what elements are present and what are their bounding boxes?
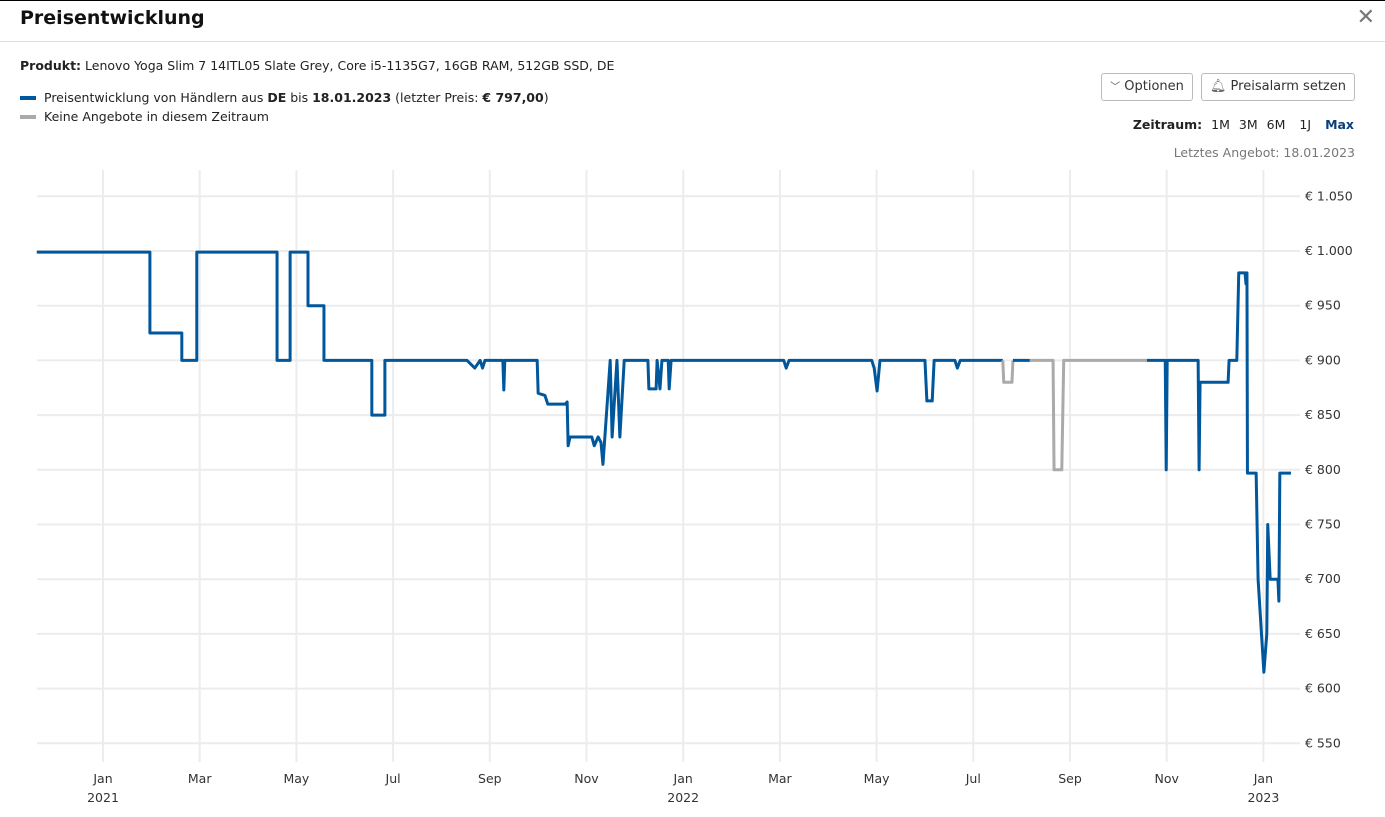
price-line-gray (1029, 358, 1147, 472)
dialog-title: Preisentwicklung (20, 7, 205, 29)
y-tick-label: € 950 (1305, 298, 1341, 313)
x-tick-label: Mar (188, 771, 212, 786)
product-label: Produkt: (20, 58, 82, 73)
y-tick-label: € 1.050 (1305, 188, 1353, 203)
last-offer: Letztes Angebot: 18.01.2023 (1173, 145, 1355, 160)
legend-gray: Keine Angebote in diesem Zeitraum (44, 109, 269, 124)
x-tick-label: Jan (92, 771, 112, 786)
x-tick-label: Nov (574, 771, 599, 786)
legend-date: 18.01.2023 (312, 90, 392, 105)
x-year-label: 2022 (667, 790, 699, 805)
legend-text: ) (543, 90, 549, 105)
bell-icon: 🔔︎ (1209, 79, 1227, 94)
legend-blue-swatch (20, 96, 36, 100)
x-tick-label: Nov (1154, 771, 1179, 786)
product-info: Produkt: Lenovo Yoga Slim 7 14ITL05 Slat… (20, 58, 614, 73)
x-tick-label: Jul (965, 771, 981, 786)
y-tick-label: € 550 (1305, 735, 1341, 750)
y-tick-label: € 900 (1305, 352, 1341, 367)
y-tick-label: € 750 (1305, 517, 1341, 532)
y-tick-label: € 600 (1305, 681, 1341, 696)
x-tick-label: May (283, 771, 309, 786)
product-name: Lenovo Yoga Slim 7 14ITL05 Slate Grey, C… (85, 58, 615, 73)
time-range: Zeitraum: 1M 3M 6M 1J Max (1133, 117, 1354, 132)
x-year-label: 2023 (1247, 790, 1279, 805)
legend-gray-swatch (20, 115, 36, 119)
x-tick-label: May (864, 771, 890, 786)
legend-price: € 797,00 (482, 90, 544, 105)
x-tick-label: Sep (1058, 771, 1082, 786)
legend-text: bis (286, 90, 313, 105)
range-3m[interactable]: 3M (1238, 117, 1258, 132)
price-line-blue (36, 250, 1003, 466)
options-button[interactable]: ﹀ Optionen (1101, 73, 1193, 101)
action-buttons: ﹀ Optionen 🔔︎ Preisalarm setzen (1101, 73, 1355, 101)
x-tick-label: Mar (768, 771, 792, 786)
x-tick-label: Jan (1253, 771, 1273, 786)
options-label: Optionen (1124, 79, 1184, 94)
x-tick-label: Jul (385, 771, 401, 786)
legend-blue: Preisentwicklung von Händlern aus DE bis… (44, 90, 549, 105)
x-year-label: 2021 (87, 790, 119, 805)
range-1j[interactable]: 1J (1299, 117, 1312, 132)
x-tick-label: Sep (478, 771, 502, 786)
price-line-gray (1001, 360, 1015, 384)
close-icon[interactable]: ✕ (1356, 5, 1375, 30)
price-alarm-button[interactable]: 🔔︎ Preisalarm setzen (1200, 73, 1355, 101)
range-6m[interactable]: 6M (1266, 117, 1286, 132)
y-tick-label: € 800 (1305, 462, 1341, 477)
range-1m[interactable]: 1M (1211, 117, 1230, 132)
chevron-down-icon: ﹀ (1110, 82, 1121, 93)
y-tick-label: € 1.000 (1305, 243, 1353, 258)
x-tick-label: Jan (673, 771, 693, 786)
alarm-label: Preisalarm setzen (1230, 79, 1346, 94)
y-tick-label: € 650 (1305, 626, 1341, 641)
range-label: Zeitraum: (1132, 117, 1203, 132)
dialog-header: Preisentwicklung ✕ (0, 1, 1385, 42)
y-tick-label: € 850 (1305, 407, 1341, 422)
legend-country: DE (267, 90, 287, 105)
price-line-blue (1146, 271, 1291, 674)
range-max[interactable]: Max (1325, 117, 1354, 132)
legend-text: (letzter Preis: (391, 90, 483, 105)
y-tick-label: € 700 (1305, 571, 1341, 586)
legend-text: Preisentwicklung von Händlern aus (44, 90, 268, 105)
top-border (0, 0, 1385, 1)
